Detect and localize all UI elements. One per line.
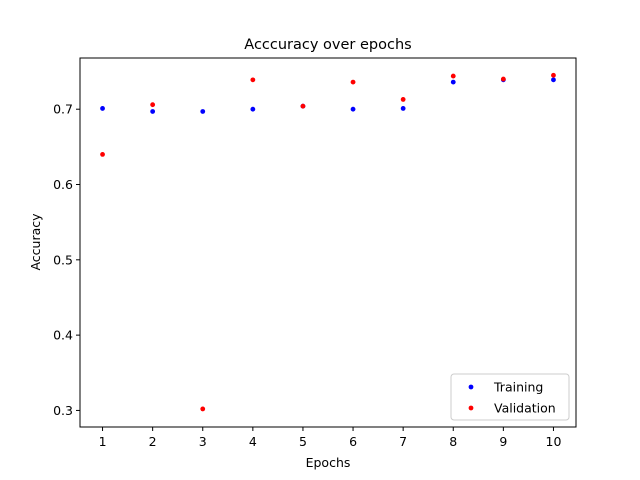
point-training-2 — [150, 109, 156, 114]
point-validation-8 — [450, 73, 456, 79]
point-validation-10 — [551, 72, 556, 78]
point-validation-7 — [400, 97, 406, 102]
point-validation-4 — [250, 77, 256, 83]
point-validation-9 — [500, 76, 506, 82]
x-tick-label: 2 — [149, 434, 157, 449]
y-tick-label: 0.7 — [53, 102, 73, 117]
point-validation-3 — [200, 406, 206, 412]
chart-title: Acccuracy over epochs — [244, 37, 411, 53]
x-tick-label: 6 — [349, 434, 357, 449]
point-validation-2 — [150, 102, 156, 108]
point-training-4 — [250, 106, 256, 112]
point-training-1 — [100, 106, 105, 111]
point-training-10 — [551, 77, 556, 83]
x-tick-label: 10 — [546, 434, 562, 449]
x-tick-label: 5 — [299, 434, 307, 449]
plot-area: 1 2 3 4 5 6 7 8 9 10 0.3 0.4 0.5 0.6 0.7 — [53, 57, 577, 449]
legend-marker-training — [468, 384, 474, 390]
point-training-8 — [450, 79, 456, 85]
legend-box — [450, 373, 570, 421]
legend-marker-validation — [468, 405, 474, 411]
x-tick-label: 8 — [449, 434, 457, 449]
y-axis-label: Accuracy — [28, 213, 43, 271]
legend-label-training: Training — [493, 380, 543, 395]
x-tick-label: 9 — [499, 434, 507, 449]
point-validation-5 — [300, 103, 306, 109]
x-axis-label: Epochs — [306, 455, 351, 470]
y-tick-label: 0.3 — [53, 403, 73, 418]
y-axis: 0.3 0.4 0.5 0.6 0.7 — [53, 102, 80, 418]
point-training-6 — [350, 106, 356, 112]
point-training-3 — [200, 109, 206, 114]
plot-frame — [79, 57, 577, 428]
point-training-7 — [400, 106, 406, 111]
y-tick-label: 0.5 — [53, 252, 73, 267]
legend-label-validation: Validation — [494, 401, 556, 416]
x-tick-label: 7 — [399, 434, 407, 449]
x-axis: 1 2 3 4 5 6 7 8 9 10 — [99, 427, 562, 449]
point-validation-1 — [100, 151, 105, 157]
x-tick-label: 1 — [99, 434, 107, 449]
x-tick-label: 4 — [249, 434, 257, 449]
data-points — [100, 72, 556, 412]
point-validation-6 — [350, 79, 356, 85]
legend: Training Validation — [450, 373, 570, 421]
x-tick-label: 3 — [199, 434, 207, 449]
y-tick-label: 0.6 — [53, 177, 73, 192]
y-tick-label: 0.4 — [53, 328, 73, 343]
